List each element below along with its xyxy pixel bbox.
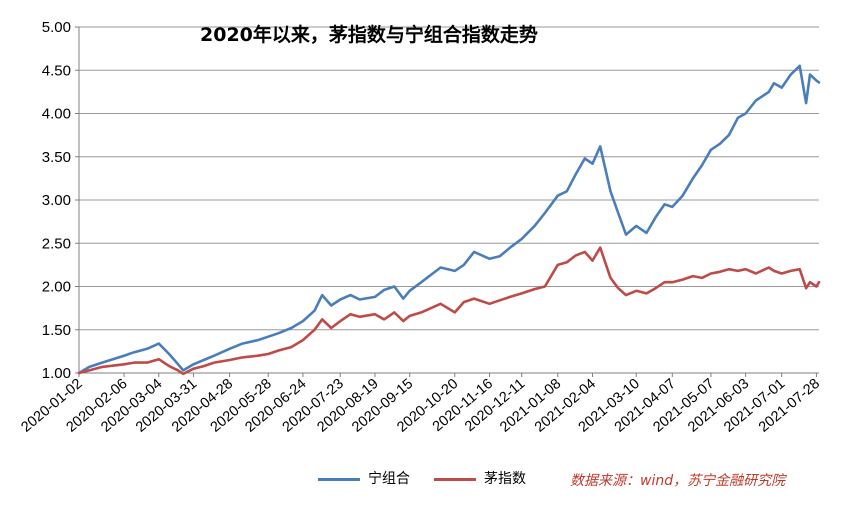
y-tick-label: 4.50 — [42, 62, 71, 79]
grid-layer — [79, 26, 819, 374]
legend-label-maozhishu: 茅指数 — [484, 471, 526, 487]
y-tick-label: 5.00 — [42, 19, 71, 36]
chart-title: 2020年以来，茅指数与宁组合指数走势 — [200, 24, 538, 46]
y-tick-label: 3.50 — [42, 149, 71, 166]
y-tick-label: 2.50 — [42, 235, 71, 252]
y-tick-label: 3.00 — [42, 192, 71, 209]
y-tick-label: 1.50 — [42, 322, 71, 339]
y-tick-label: 2.00 — [42, 279, 71, 296]
series-line-0 — [77, 64, 821, 375]
y-tick-label: 1.00 — [42, 365, 71, 382]
legend-swatch-maozhishu — [434, 478, 476, 481]
series-line-1 — [77, 246, 821, 376]
y-tick-label: 4.00 — [42, 106, 71, 123]
source-note: 数据来源：wind，苏宁金融研究院 — [570, 473, 786, 489]
axis-layer — [75, 26, 819, 377]
legend-swatch-ningzuhe — [318, 478, 360, 481]
series-layer — [77, 64, 821, 376]
legend-label-ningzuhe: 宁组合 — [368, 471, 410, 487]
